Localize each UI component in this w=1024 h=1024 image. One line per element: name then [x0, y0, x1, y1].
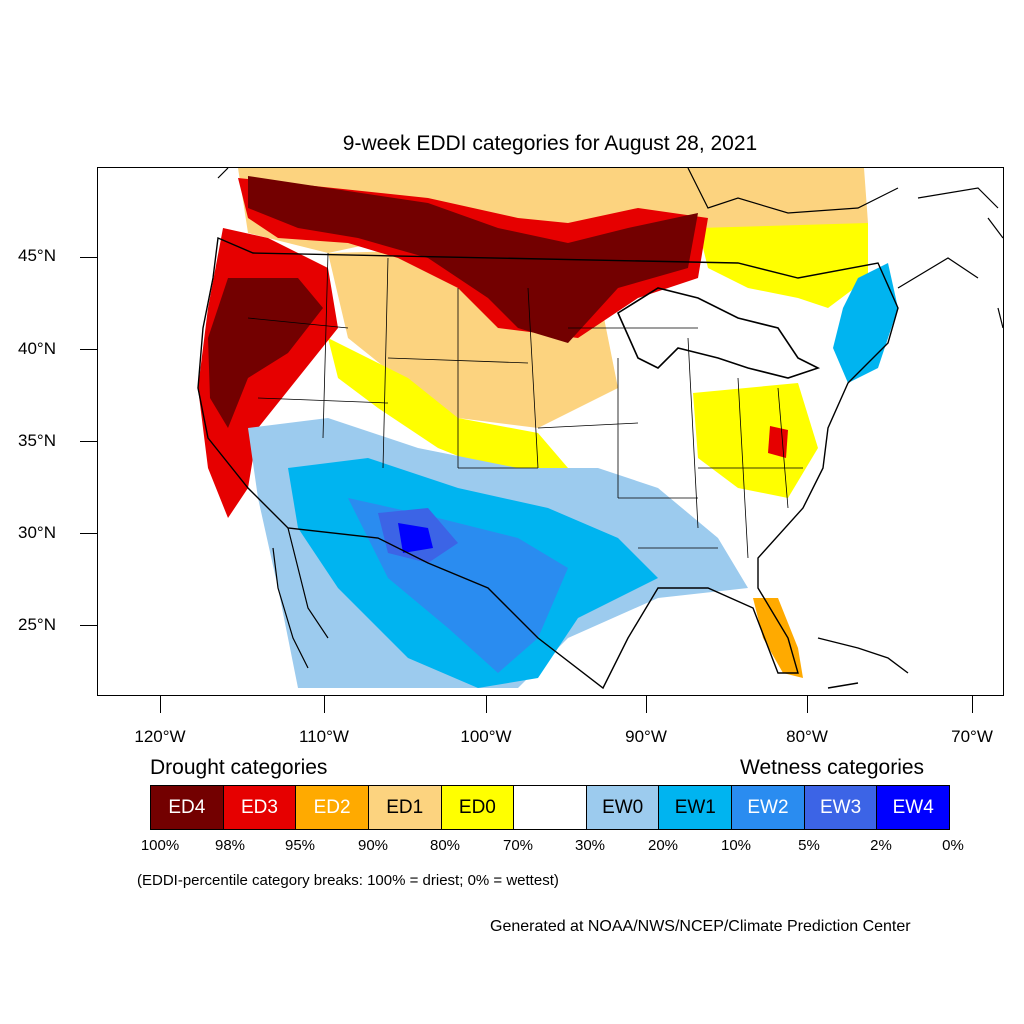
region-ed0-northeast: [698, 223, 868, 308]
legend-box-ed0: ED0: [441, 786, 515, 829]
lon-tick: [807, 696, 808, 713]
legend-box-ed2: ED2: [296, 786, 369, 829]
region-ew4-nm: [398, 523, 433, 553]
legend-box-ed3: ED3: [223, 786, 297, 829]
percentile-label: 20%: [647, 837, 679, 854]
lon-label-80: 80°W: [786, 727, 828, 746]
lat-tick: [80, 441, 97, 442]
great-lakes: [616, 287, 821, 379]
state-lines: [247, 252, 803, 559]
chart-title: 9-week EDDI categories for August 28, 20…: [342, 132, 758, 155]
lat-label-25: 25°N: [18, 615, 56, 634]
legend-box-ed1: ED1: [368, 786, 442, 829]
lon-label-120: 120°W: [134, 727, 186, 746]
mexico-coast: [272, 527, 329, 669]
lon-label-100: 100°W: [460, 727, 512, 746]
legend-box-ew1: EW1: [659, 786, 733, 829]
percentile-label: 0%: [942, 837, 964, 854]
lon-label-90: 90°W: [625, 727, 667, 746]
percentile-label: 80%: [429, 837, 461, 854]
lon-label-70: 70°W: [951, 727, 993, 746]
legend-box-ew3: EW3: [804, 786, 878, 829]
lat-tick: [80, 257, 97, 258]
category-note: (EDDI-percentile category breaks: 100% =…: [137, 872, 559, 889]
lon-tick: [486, 696, 487, 713]
region-ew-northeast: [833, 263, 898, 383]
lat-label-30: 30°N: [18, 523, 56, 542]
lon-label-110: 110°W: [299, 727, 349, 746]
legend-color-bar: ED4 ED3 ED2 ED1 ED0 EW0 EW1 EW2 EW3 EW4: [150, 785, 950, 830]
percentile-label: 30%: [574, 837, 606, 854]
legend-box-ew2: EW2: [732, 786, 805, 829]
legend-box-ew4: EW4: [877, 786, 950, 829]
map-canvas: [197, 168, 1003, 690]
percentile-label: 98%: [214, 837, 246, 854]
region-ed3-virginia: [768, 426, 788, 458]
lon-tick: [160, 696, 161, 713]
lon-tick: [324, 696, 325, 713]
region-ed2-florida: [753, 598, 803, 678]
region-ed0-central: [328, 338, 568, 468]
percentile-label: 70%: [502, 837, 534, 854]
lat-label-35: 35°N: [18, 431, 56, 450]
legend-box-ed4: ED4: [151, 786, 224, 829]
canada-outline: [217, 168, 1003, 329]
cuba-outline: [817, 637, 909, 689]
lon-tick: [972, 696, 973, 713]
lat-tick: [80, 349, 97, 350]
percentile-label: 100%: [140, 837, 180, 854]
percentile-label: 10%: [720, 837, 752, 854]
lon-tick: [646, 696, 647, 713]
credit-line: Generated at NOAA/NWS/NCEP/Climate Predi…: [490, 918, 911, 935]
eddi-map: [97, 167, 1004, 696]
legend-drought-heading: Drought categories: [150, 756, 328, 779]
region-ed4-west: [208, 278, 323, 428]
us-outline: [197, 236, 899, 690]
lat-label-40: 40°N: [18, 339, 56, 358]
eddi-shading-layer: [198, 168, 898, 688]
lat-tick: [80, 533, 97, 534]
legend-wetness-heading: Wetness categories: [740, 756, 925, 779]
lat-label-45: 45°N: [18, 246, 56, 265]
percentile-label: 2%: [870, 837, 892, 854]
region-ed4-north: [248, 176, 698, 343]
percentile-label: 5%: [798, 837, 820, 854]
percentile-label: 95%: [284, 837, 316, 854]
region-ed0-ohio: [693, 383, 818, 498]
percentile-label: 90%: [357, 837, 389, 854]
legend-box-neutral: [514, 786, 587, 829]
legend-box-ew0: EW0: [586, 786, 660, 829]
boundaries-layer: [197, 168, 1003, 690]
lat-tick: [80, 625, 97, 626]
